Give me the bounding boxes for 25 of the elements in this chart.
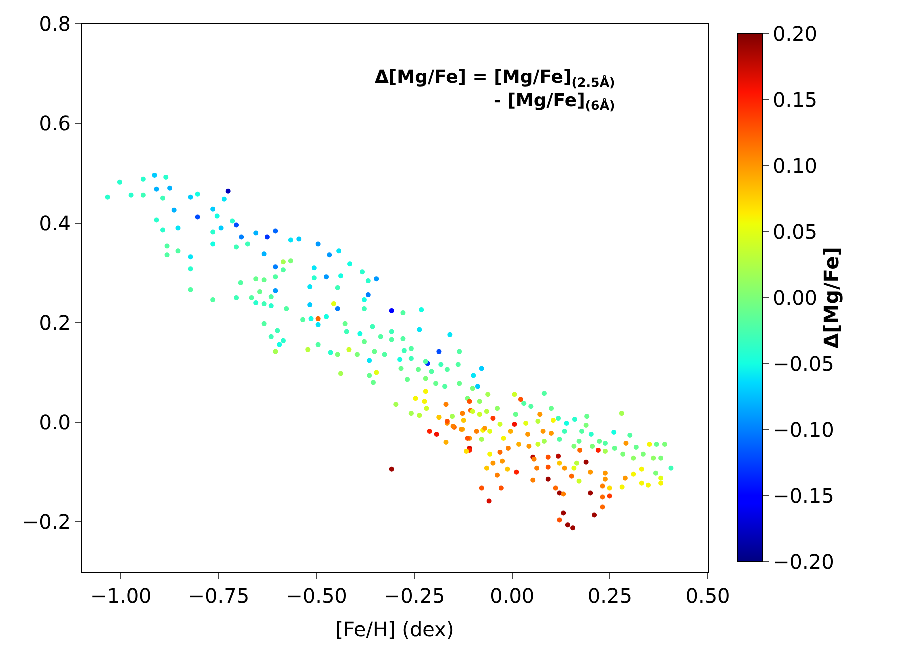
annotation: Δ[Mg/Fe] = [Mg/Fe]$_{(2.5Å)}$ - [Mg/Fe]$_{(6Å)}$ [375, 67, 616, 114]
color-bar-label: 0.00 [773, 286, 818, 310]
color-bar-label: −0.20 [773, 550, 834, 574]
x-tick-label: −1.00 [90, 584, 152, 608]
y-tick-label: 0.0 [39, 410, 71, 435]
y-tick-label: 0.8 [39, 12, 71, 36]
y-tick-label: −0.2 [22, 510, 71, 534]
color-bar-label: 0.05 [773, 220, 818, 244]
x-tick-label: −0.75 [188, 584, 250, 608]
color-bar-label: 0.20 [773, 22, 818, 46]
color-bar-label: −0.15 [773, 484, 834, 508]
color-bar-label: −0.10 [773, 418, 834, 442]
x-tick-label: 0.00 [490, 584, 535, 608]
x-tick-label: 0.25 [588, 584, 632, 608]
x-tick-label: −0.50 [286, 584, 348, 608]
color-bar-label: 0.15 [773, 88, 818, 112]
y-tick-label: 0.4 [39, 211, 71, 236]
y-tick-label: 0.2 [39, 310, 71, 335]
y-tick-label: 0.6 [39, 112, 71, 136]
x-axis-title: [Fe/H] (dex) [336, 618, 454, 642]
x-tick-label: −0.25 [384, 584, 446, 608]
color-bar-label: 0.10 [773, 154, 818, 178]
color-bar-label: −0.05 [773, 352, 834, 376]
x-tick-label: 0.50 [686, 584, 730, 608]
color-bar-title: Δ[Mg/Fe] [820, 247, 844, 349]
